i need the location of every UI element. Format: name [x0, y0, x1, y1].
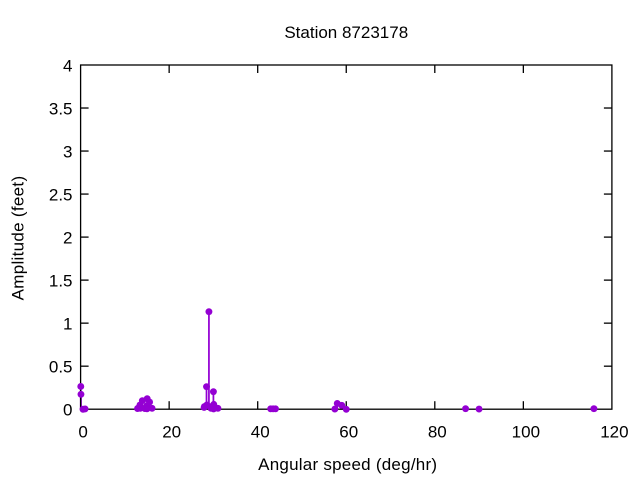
- svg-text:2: 2: [63, 228, 72, 247]
- svg-text:3.5: 3.5: [49, 99, 73, 118]
- svg-text:100: 100: [512, 423, 540, 442]
- svg-text:2.5: 2.5: [49, 185, 73, 204]
- svg-text:120: 120: [600, 423, 628, 442]
- svg-text:20: 20: [162, 423, 181, 442]
- svg-text:1: 1: [63, 314, 72, 333]
- svg-text:4: 4: [63, 56, 72, 75]
- svg-text:Amplitude (feet): Amplitude (feet): [9, 176, 28, 301]
- svg-text:80: 80: [428, 423, 447, 442]
- svg-text:Station 8723178: Station 8723178: [284, 23, 408, 42]
- svg-text:Angular speed (deg/hr): Angular speed (deg/hr): [258, 455, 437, 474]
- svg-text:0.5: 0.5: [49, 357, 73, 376]
- svg-text:0: 0: [78, 423, 87, 442]
- svg-text:1.5: 1.5: [49, 271, 73, 290]
- svg-text:40: 40: [251, 423, 270, 442]
- svg-text:0: 0: [63, 401, 72, 420]
- svg-text:60: 60: [339, 423, 358, 442]
- svg-text:3: 3: [63, 142, 72, 161]
